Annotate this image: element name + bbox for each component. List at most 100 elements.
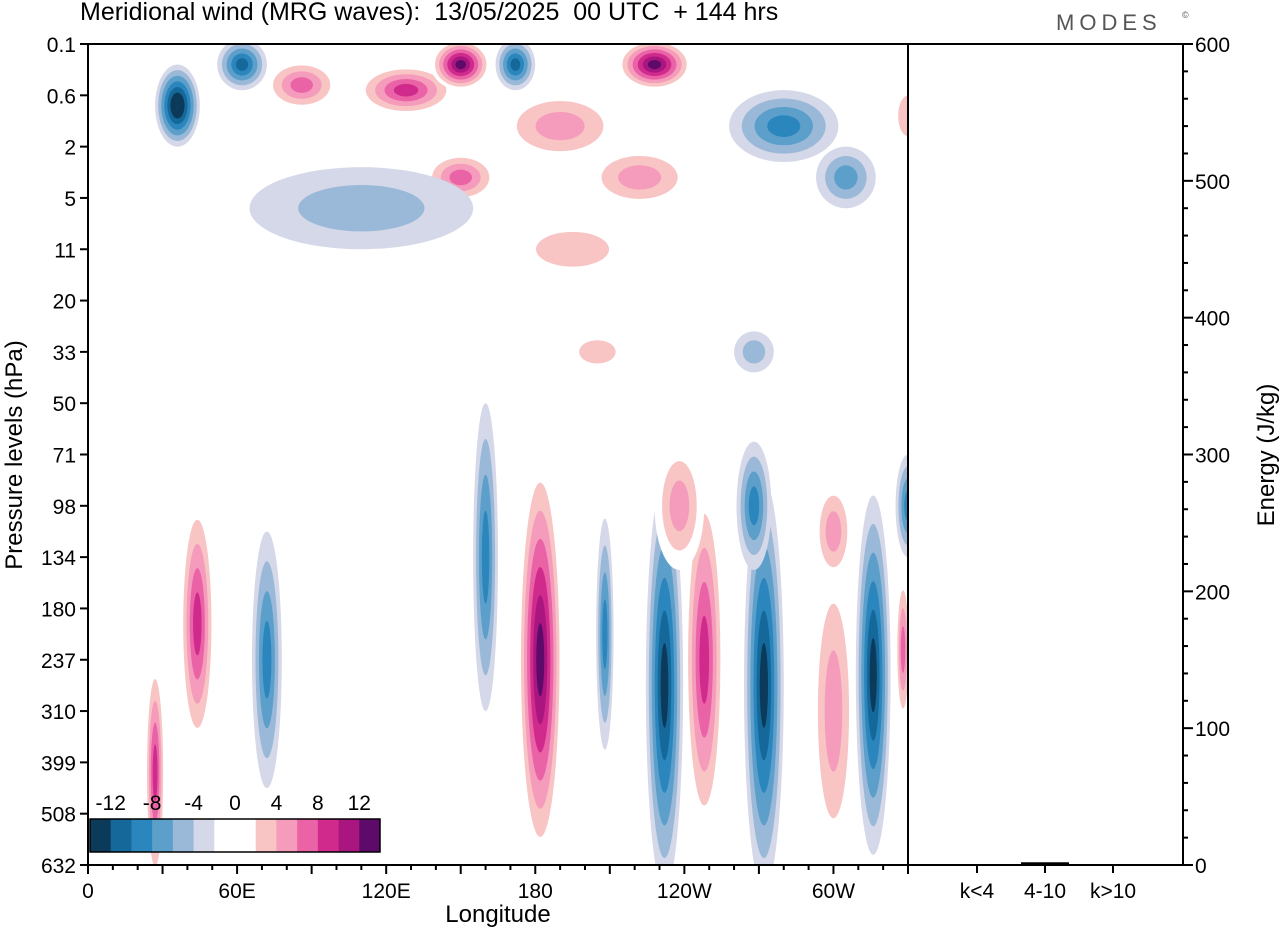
negative-contour xyxy=(173,98,182,113)
energy-tick-label: 0 xyxy=(1195,855,1207,878)
wave-feature xyxy=(495,44,536,91)
colorbar-label: 8 xyxy=(312,792,324,815)
wave-feature xyxy=(155,64,200,147)
energy-tick-label: 500 xyxy=(1195,171,1230,194)
wave-feature xyxy=(179,495,215,753)
positive-contour xyxy=(449,169,472,186)
positive-contour xyxy=(824,650,843,772)
y-tick-label: 20 xyxy=(53,291,76,314)
wave-feature xyxy=(736,441,772,570)
y-tick-label: 632 xyxy=(41,855,76,878)
x-tick-label: 120W xyxy=(657,880,712,903)
energy-bar xyxy=(953,864,1001,866)
colorbar-frame xyxy=(89,818,381,853)
x-axis-title: Longitude xyxy=(445,901,550,928)
positive-contour xyxy=(152,744,158,801)
y-tick-label: 11 xyxy=(54,239,76,262)
y-tick-label: 2 xyxy=(64,137,76,160)
positive-contour xyxy=(535,111,585,141)
wave-feature xyxy=(565,331,630,373)
colorbar-swatch xyxy=(276,819,298,852)
wave-feature xyxy=(729,90,839,163)
positive-contour xyxy=(618,165,662,190)
negative-contour xyxy=(235,58,249,71)
negative-contour xyxy=(510,58,521,71)
x-tick-label: 0 xyxy=(82,880,94,903)
negative-contour xyxy=(748,486,760,526)
colorbar-swatch xyxy=(172,819,195,852)
energy-panel-frame xyxy=(907,43,1184,866)
positive-contour xyxy=(536,623,545,697)
wave-feature xyxy=(895,572,908,727)
y-tick-label: 310 xyxy=(41,701,76,724)
positive-contour xyxy=(290,77,313,93)
colorbar-swatch xyxy=(131,819,153,852)
y-tick-label: 180 xyxy=(41,598,76,621)
negative-contour xyxy=(869,638,877,713)
wave-feature xyxy=(249,167,474,250)
wave-feature xyxy=(584,146,695,209)
colorbar-label: -12 xyxy=(96,792,126,815)
brand-logo: MODES xyxy=(1056,10,1162,35)
colorbar-swatch xyxy=(193,819,215,852)
wave-feature xyxy=(890,79,908,152)
y-axis-title: Pressure levels (hPa) xyxy=(1,340,28,569)
negative-contour xyxy=(262,620,272,699)
positive-contour xyxy=(825,511,842,552)
colorbar-label: 4 xyxy=(271,792,283,815)
x-tick-label: 60W xyxy=(812,880,855,903)
positive-contour xyxy=(647,59,662,70)
x-tick-label: 60E xyxy=(218,880,255,903)
wave-feature xyxy=(507,218,638,281)
positive-contour xyxy=(193,592,202,656)
colorbar-swatch xyxy=(235,819,257,852)
positive-contour xyxy=(393,83,419,97)
colorbar-swatch xyxy=(110,819,132,852)
wave-feature xyxy=(811,557,856,865)
positive-contour xyxy=(536,231,610,267)
colorbar-swatch xyxy=(255,819,277,852)
negative-contour xyxy=(759,643,768,728)
energy-bar xyxy=(1089,864,1137,866)
wave-feature xyxy=(517,454,563,865)
wave-feature xyxy=(855,495,891,855)
chart-title: Meridional wind (MRG waves): 13/05/2025 … xyxy=(80,0,779,26)
wave-feature xyxy=(473,403,498,712)
colorbar-swatch xyxy=(359,819,381,852)
positive-contour xyxy=(699,615,710,704)
y-tick-label: 0.6 xyxy=(47,85,76,108)
negative-contour xyxy=(767,115,801,137)
negative-contour xyxy=(834,165,858,190)
energy-bar xyxy=(1021,862,1069,865)
y-tick-label: 134 xyxy=(41,547,76,570)
energy-tick-label: 200 xyxy=(1195,581,1230,604)
energy-axis: 0 100 200 300 400 500 600 xyxy=(1183,34,1230,878)
negative-contour xyxy=(481,510,490,604)
energy-tick-label: 400 xyxy=(1195,308,1230,331)
pressure-axis: 0.1 0.6 2 5 11 20 33 50 71 98 134 180 237 310 399 508 63… xyxy=(41,34,88,878)
energy-tick-label: 600 xyxy=(1195,34,1230,57)
positive-contour xyxy=(455,59,467,70)
positive-contour xyxy=(669,480,690,532)
energy-tick-label: 100 xyxy=(1195,718,1230,741)
wave-feature xyxy=(617,44,692,91)
y-tick-label: 399 xyxy=(41,752,76,775)
wave-feature xyxy=(734,331,774,373)
energy-tick-label: 300 xyxy=(1195,445,1230,468)
wave-feature xyxy=(498,90,623,163)
wave-feature xyxy=(813,480,854,583)
energy-bars: k<4 4-10 k>10 xyxy=(953,862,1137,903)
colorbar-swatch xyxy=(297,819,319,852)
negative-contour xyxy=(660,643,669,728)
wave-feature xyxy=(264,59,339,111)
negative-contour xyxy=(298,184,425,232)
wave-feature xyxy=(816,146,876,209)
colorbar-label: -4 xyxy=(184,792,203,815)
colorbar-label: 12 xyxy=(348,792,371,815)
y-tick-label: 508 xyxy=(41,804,76,827)
energy-category-label: k<4 xyxy=(960,880,995,903)
energy-category-label: 4-10 xyxy=(1024,880,1066,903)
colorbar-label: -8 xyxy=(143,792,162,815)
energy-category-label: k>10 xyxy=(1090,880,1136,903)
